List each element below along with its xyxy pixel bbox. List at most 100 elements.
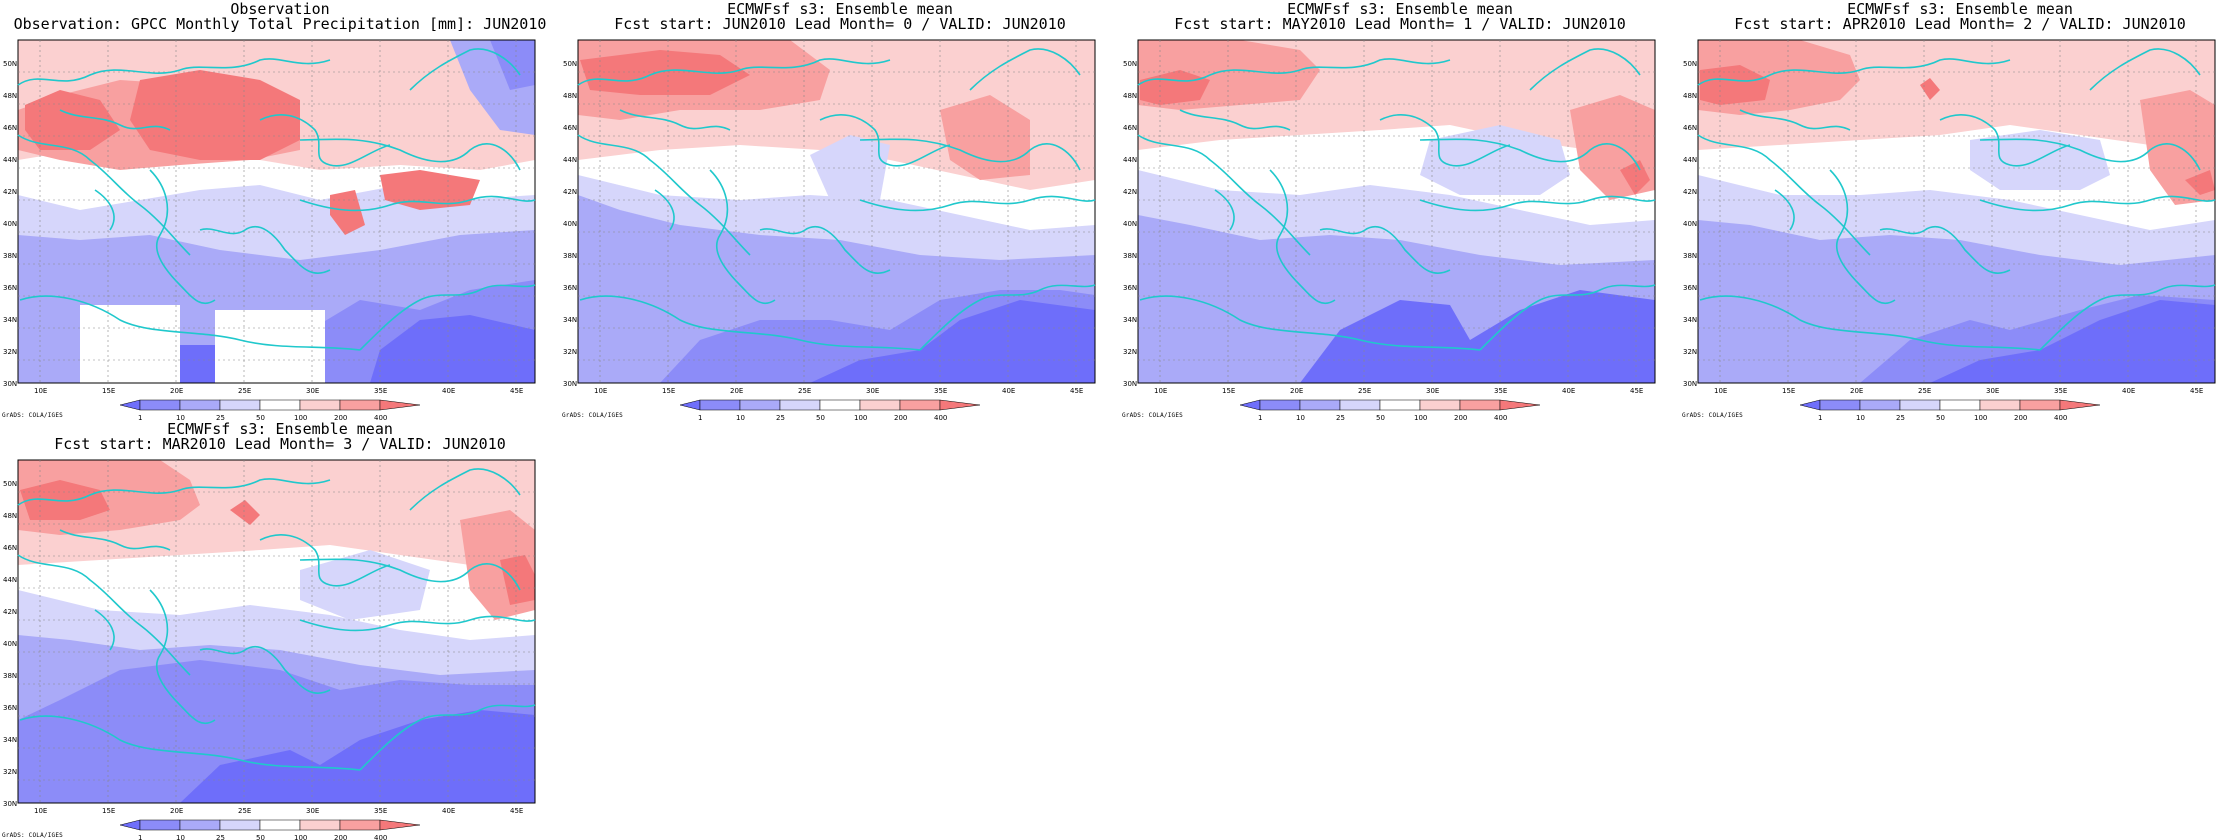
grads-credit: GrADS: COLA/IGES — [1682, 412, 1743, 419]
coastlines — [1137, 48, 1656, 351]
svg-text:42N: 42N — [563, 188, 577, 196]
svg-text:15E: 15E — [1782, 387, 1795, 395]
svg-text:10E: 10E — [594, 387, 607, 395]
svg-text:50N: 50N — [3, 60, 17, 68]
lat-axis-labels: 30N 32N 34N 36N 38N 40N 42N 44N 46N 48N 50N — [1123, 60, 1137, 388]
svg-text:10E: 10E — [1714, 387, 1727, 395]
svg-text:25E: 25E — [238, 387, 251, 395]
svg-text:30E: 30E — [866, 387, 879, 395]
grads-credit: GrADS: COLA/IGES — [562, 412, 623, 419]
svg-text:15E: 15E — [662, 387, 675, 395]
svg-text:44N: 44N — [3, 576, 17, 584]
svg-text:40E: 40E — [1002, 387, 1015, 395]
panel-title: Observation — [230, 0, 330, 18]
svg-text:45E: 45E — [1630, 387, 1643, 395]
coastlines — [1697, 48, 2216, 351]
panel-forecast-apr: ECMWFsf s3: Ensemble mean Fcst start: AP… — [1680, 0, 2240, 420]
svg-text:50N: 50N — [3, 480, 17, 488]
svg-text:38N: 38N — [563, 252, 577, 260]
svg-text:30E: 30E — [1426, 387, 1439, 395]
colorbar-label: 400 — [934, 414, 947, 420]
lon-axis-labels: 10E 15E 20E 25E 30E 35E 40E 45E — [1714, 387, 2203, 395]
colorbar — [119, 819, 421, 831]
svg-text:44N: 44N — [3, 156, 17, 164]
colorbar — [679, 399, 981, 411]
svg-text:45E: 45E — [2190, 387, 2203, 395]
svg-text:40N: 40N — [1683, 220, 1697, 228]
svg-text:44N: 44N — [1683, 156, 1697, 164]
colorbar-label: 100 — [294, 414, 307, 420]
panel-title: ECMWFsf s3: Ensemble mean — [1287, 0, 1513, 18]
map-frame — [577, 39, 1096, 384]
colorbar-label: 200 — [334, 834, 347, 840]
svg-text:36N: 36N — [1123, 284, 1137, 292]
map-fill — [18, 40, 535, 383]
colorbar-label: 50 — [816, 414, 825, 420]
svg-text:34N: 34N — [3, 316, 17, 324]
svg-text:32N: 32N — [1683, 348, 1697, 356]
svg-text:32N: 32N — [3, 768, 17, 776]
svg-text:46N: 46N — [1683, 124, 1697, 132]
panel-subtitle: Fcst start: JUN2010 Lead Month= 0 / VALI… — [614, 15, 1066, 33]
colorbar-label: 1 — [138, 414, 142, 420]
svg-text:30N: 30N — [1123, 380, 1137, 388]
panel-subtitle: Observation: GPCC Monthly Total Precipit… — [13, 15, 547, 33]
map-frame — [1697, 39, 2216, 384]
colorbar-label: 10 — [176, 834, 185, 840]
map-fill — [1138, 40, 1655, 383]
panel-observation: Observation Observation: GPCC Monthly To… — [0, 0, 560, 421]
colorbar-labels: 1 10 25 50 100 200 400 — [138, 414, 387, 420]
lon-axis-labels: 10E 15E 20E 25E 30E 35E 40E 45E — [34, 807, 523, 815]
coastlines — [577, 48, 1096, 351]
svg-text:46N: 46N — [563, 124, 577, 132]
svg-text:40N: 40N — [3, 640, 17, 648]
lat-axis-labels: 30N 32N 34N 36N 38N 40N 42N 44N 46N 48N 50N — [3, 480, 17, 808]
svg-text:25E: 25E — [238, 807, 251, 815]
colorbar — [1799, 399, 2101, 411]
colorbar-labels: 1 10 25 50 100 200 400 — [138, 834, 387, 840]
map-frame — [17, 39, 536, 384]
colorbar-label: 10 — [736, 414, 745, 420]
svg-text:36N: 36N — [3, 284, 17, 292]
precip-map: 30N 32N 34N 36N 38N 40N 42N 44N 46N 48N 50N 10E… — [563, 39, 1096, 420]
svg-text:35E: 35E — [374, 807, 387, 815]
colorbar-label: 1 — [1258, 414, 1262, 420]
svg-text:40E: 40E — [1562, 387, 1575, 395]
svg-text:32N: 32N — [3, 348, 17, 356]
svg-text:34N: 34N — [563, 316, 577, 324]
colorbar-label: 200 — [2014, 414, 2027, 420]
panel-subtitle: Fcst start: MAY2010 Lead Month= 1 / VALI… — [1174, 15, 1626, 33]
svg-text:25E: 25E — [1918, 387, 1931, 395]
colorbar-label: 400 — [374, 834, 387, 840]
gridlines — [1698, 40, 2215, 383]
svg-text:34N: 34N — [1123, 316, 1137, 324]
svg-text:10E: 10E — [34, 387, 47, 395]
precip-map: 30N 32N 34N 36N 38N 40N 42N 44N 46N 48N 50N 10E… — [1123, 39, 1656, 420]
svg-text:35E: 35E — [934, 387, 947, 395]
svg-text:44N: 44N — [1123, 156, 1137, 164]
svg-text:40N: 40N — [3, 220, 17, 228]
colorbar-labels: 1 10 25 50 100 200 400 — [1818, 414, 2067, 420]
coastlines — [17, 468, 536, 771]
svg-text:45E: 45E — [510, 807, 523, 815]
svg-text:35E: 35E — [1494, 387, 1507, 395]
svg-text:50N: 50N — [1683, 60, 1697, 68]
grads-credit: GrADS: COLA/IGES — [2, 832, 63, 839]
colorbar-label: 10 — [1296, 414, 1305, 420]
colorbar-label: 100 — [854, 414, 867, 420]
panel-forecast-jun: ECMWFsf s3: Ensemble mean Fcst start: JU… — [560, 0, 1120, 420]
colorbar-label: 25 — [216, 834, 225, 840]
svg-text:40N: 40N — [563, 220, 577, 228]
colorbar — [1239, 399, 1541, 411]
svg-text:48N: 48N — [1683, 92, 1697, 100]
svg-text:25E: 25E — [1358, 387, 1371, 395]
precip-map: 30N 32N 34N 36N 38N 40N 42N 44N 46N 48N 50N 10E… — [3, 459, 536, 840]
svg-text:35E: 35E — [374, 387, 387, 395]
svg-text:36N: 36N — [3, 704, 17, 712]
svg-text:42N: 42N — [3, 608, 17, 616]
panel-subtitle: Fcst start: MAR2010 Lead Month= 3 / VALI… — [54, 435, 506, 453]
svg-text:20E: 20E — [170, 807, 183, 815]
svg-text:38N: 38N — [1683, 252, 1697, 260]
colorbar-labels: 1 10 25 50 100 200 400 — [1258, 414, 1507, 420]
lat-axis-labels: 30N 32N 34N 36N 38N 40N 42N 44N 46N 48N 50N — [563, 60, 577, 388]
